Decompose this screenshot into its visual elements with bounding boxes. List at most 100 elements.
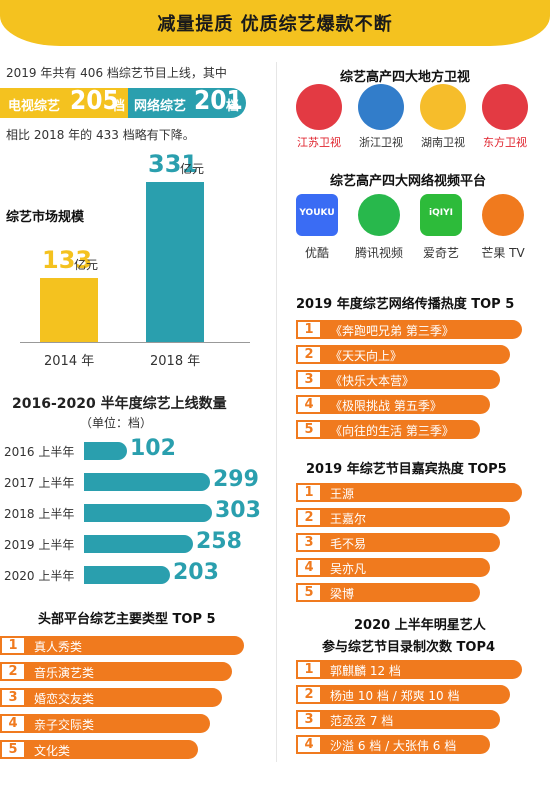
rank-number: 4 — [296, 395, 322, 414]
rank-text: 吴亦凡 — [330, 562, 367, 576]
tv-unit: 档 — [112, 99, 126, 114]
halfyear-value: 258 — [196, 529, 242, 554]
header-banner — [0, 0, 550, 46]
rank-row: 3 婚恋交友类 — [0, 688, 222, 707]
rank-number: 2 — [0, 662, 26, 681]
platform-brand: YOUKU — [299, 208, 335, 218]
halfyear-label: 2020 上半年 — [4, 569, 75, 583]
tv-stations-title: 综艺高产四大地方卫视 — [340, 70, 471, 85]
rank-number: 3 — [296, 710, 322, 729]
platform-name: 芒果 TV — [481, 246, 525, 260]
top-stars-title2: 参与综艺节目录制次数 TOP4 — [322, 640, 496, 655]
market-bar-year: 2018 年 — [150, 354, 201, 369]
rank-row: 2 音乐演艺类 — [0, 662, 232, 681]
rank-text: 杨迪 10 档 / 郑爽 10 档 — [330, 689, 460, 703]
tencent-video-logo — [358, 194, 400, 236]
market-bar-unit: 亿元 — [180, 162, 205, 176]
market-chart: 133 亿元 2014 年 331 亿元 2018 年 — [0, 150, 270, 370]
rank-text: 郭麒麟 12 档 — [330, 664, 401, 678]
rank-row: 1 王源 — [296, 483, 522, 502]
halfyear-title: 2016-2020 半年度综艺上线数量 — [12, 396, 227, 412]
market-axis — [20, 342, 250, 343]
rank-text: 《快乐大本营》 — [330, 374, 415, 388]
rank-row: 4 亲子交际类 — [0, 714, 210, 733]
rank-number: 3 — [296, 370, 322, 389]
platform-brand: iQIYI — [429, 208, 453, 218]
rank-number: 1 — [296, 483, 322, 502]
rank-number: 4 — [296, 558, 322, 577]
tv-count-pill — [0, 88, 128, 118]
tv-station-name: 浙江卫视 — [359, 136, 403, 149]
rank-row: 1 《奔跑吧兄弟 第三季》 — [296, 320, 522, 339]
platforms-title: 综艺高产四大网络视频平台 — [330, 174, 487, 189]
halfyear-bar — [84, 442, 127, 460]
mango-tv-logo — [482, 194, 524, 236]
rank-row: 4 《极限挑战 第五季》 — [296, 395, 490, 414]
rank-number: 2 — [296, 685, 322, 704]
halfyear-chart: 2016 上半年 102 2017 上半年 299 2018 上半年 303 2019 上半… — [0, 436, 280, 596]
rank-row: 4 吴亦凡 — [296, 558, 490, 577]
rank-text: 《奔跑吧兄弟 第三季》 — [330, 324, 454, 338]
rank-row: 5 文化类 — [0, 740, 198, 759]
rank-text: 范丞丞 7 档 — [330, 714, 394, 728]
rank-number: 3 — [0, 688, 26, 707]
platform-name: 优酷 — [304, 246, 329, 260]
rank-row: 3 范丞丞 7 档 — [296, 710, 500, 729]
youku-logo: YOUKU — [296, 194, 338, 236]
rank-text: 文化类 — [34, 744, 71, 758]
rank-text: 王嘉尔 — [330, 512, 367, 526]
halfyear-value: 102 — [130, 436, 176, 461]
tv-station-name: 江苏卫视 — [297, 136, 341, 149]
rank-text: 《天天向上》 — [330, 349, 403, 363]
intro-line2: 相比 2018 年的 433 档略有下降。 — [6, 128, 195, 142]
halfyear-bar — [84, 473, 210, 491]
dragon-tv-logo — [482, 84, 528, 130]
rank-number: 4 — [296, 735, 322, 754]
halfyear-label: 2018 上半年 — [4, 507, 75, 521]
market-bar-value: 331 — [148, 150, 199, 178]
top-guests-list: 1 王源 2 王嘉尔 3 毛不易 4 吴亦凡 5 梁博 — [296, 483, 546, 608]
rank-row: 5 《向往的生活 第三季》 — [296, 420, 480, 439]
net-number: 201 — [194, 86, 243, 116]
rank-row: 4 沙溢 6 档 / 大张伟 6 档 — [296, 735, 490, 754]
halfyear-unit: （单位：档） — [80, 416, 153, 430]
top-net-title: 2019 年度综艺网络传播热度 TOP 5 — [296, 297, 515, 312]
rank-text: 婚恋交友类 — [34, 692, 95, 706]
market-title: 综艺市场规模 — [6, 210, 85, 225]
rank-row: 3 毛不易 — [296, 533, 500, 552]
halfyear-value: 299 — [213, 467, 259, 492]
net-label: 网络综艺 — [134, 99, 187, 114]
rank-text: 《极限挑战 第五季》 — [330, 399, 442, 413]
rank-text: 音乐演艺类 — [34, 666, 95, 680]
rank-text: 真人秀类 — [34, 640, 83, 654]
hunan-tv-logo — [420, 84, 466, 130]
halfyear-label: 2019 上半年 — [4, 538, 75, 552]
jiangsu-tv-logo — [296, 84, 342, 130]
halfyear-value: 303 — [215, 498, 261, 523]
rank-number: 5 — [296, 420, 322, 439]
halfyear-bar — [84, 535, 193, 553]
net-count-pill — [128, 88, 246, 118]
types-list: 1 真人秀类 2 音乐演艺类 3 婚恋交友类 4 亲子交际类 5 文化类 — [0, 636, 260, 766]
rank-number: 2 — [296, 508, 322, 527]
rank-row: 5 梁博 — [296, 583, 480, 602]
tv-number: 205 — [70, 86, 119, 116]
halfyear-value: 203 — [173, 560, 219, 585]
rank-number: 5 — [296, 583, 322, 602]
rank-text: 梁博 — [330, 587, 355, 601]
rank-number: 1 — [296, 320, 322, 339]
tv-station-name: 湖南卫视 — [421, 136, 465, 149]
market-bar — [40, 278, 98, 342]
rank-row: 1 真人秀类 — [0, 636, 244, 655]
rank-row: 2 杨迪 10 档 / 郑爽 10 档 — [296, 685, 510, 704]
rank-number: 4 — [0, 714, 26, 733]
rank-row: 1 郭麒麟 12 档 — [296, 660, 522, 679]
rank-text: 亲子交际类 — [34, 718, 95, 732]
market-bar-value: 133 — [42, 246, 93, 274]
rank-number: 1 — [0, 636, 26, 655]
rank-text: 《向往的生活 第三季》 — [330, 424, 454, 438]
rank-number: 1 — [296, 660, 322, 679]
rank-text: 沙溢 6 档 / 大张伟 6 档 — [330, 739, 457, 753]
rank-number: 2 — [296, 345, 322, 364]
page-title: 减量提质 优质综艺爆款不断 — [157, 14, 393, 35]
